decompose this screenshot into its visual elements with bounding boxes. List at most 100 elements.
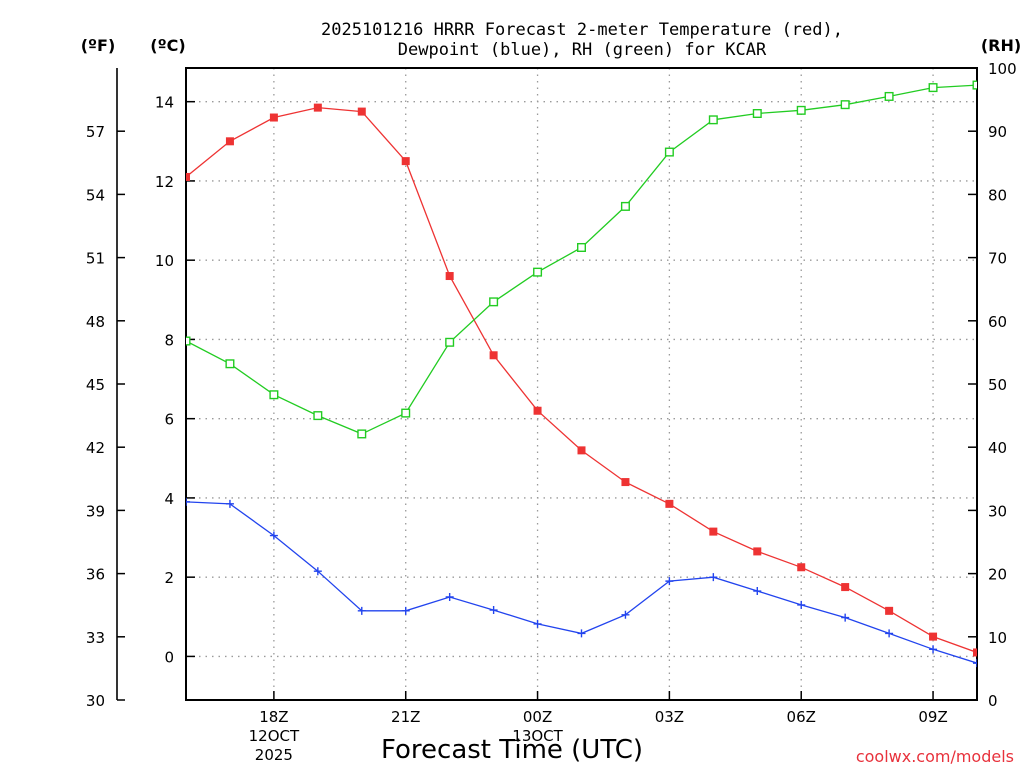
temperature-point — [885, 606, 894, 615]
x-tick-date-label: 13OCT — [512, 727, 563, 745]
credit-text: coolwx.com/models — [856, 747, 1014, 766]
rh-point — [577, 242, 587, 252]
temperature-point — [973, 648, 977, 657]
dewpoint-point — [929, 645, 938, 654]
series — [186, 80, 977, 668]
rh-point — [225, 359, 235, 369]
dewpoint-point — [709, 573, 718, 582]
temperature-point — [753, 547, 762, 556]
rh-point — [313, 411, 323, 421]
rh-tick-label: 80 — [988, 186, 1007, 204]
celsius-tick-label: 2 — [164, 569, 174, 587]
series-temperature — [186, 103, 977, 657]
dewpoint-point — [225, 499, 234, 508]
rh-tick-label: 70 — [988, 250, 1007, 268]
rh-tick-label: 90 — [988, 123, 1007, 141]
temperature-point — [186, 172, 190, 181]
temperature-point — [929, 632, 938, 641]
dewpoint-point — [973, 659, 977, 668]
x-tick-label: 06Z — [787, 708, 816, 726]
fahrenheit-tick-label: 33 — [86, 629, 105, 647]
celsius-tick-label: 12 — [155, 173, 174, 191]
rh-point — [620, 201, 630, 211]
dewpoint-point — [753, 587, 762, 596]
dewpoint-point — [885, 629, 894, 638]
rh-tick-label: 30 — [988, 502, 1007, 520]
rh-tick-label: 60 — [988, 313, 1007, 331]
dewpoint-point — [489, 606, 498, 615]
rh-tick-label: 40 — [988, 439, 1007, 457]
dewpoint-point — [269, 531, 278, 540]
x-tick-label: 18Z — [259, 708, 288, 726]
rh-point — [357, 429, 367, 439]
temperature-point — [533, 406, 542, 415]
grid-lines — [186, 68, 977, 700]
fahrenheit-tick-label: 57 — [86, 123, 105, 141]
rh-tick-label: 10 — [988, 629, 1007, 647]
dewpoint-line — [186, 501, 977, 664]
fahrenheit-tick-label: 39 — [86, 502, 105, 520]
temperature-point — [489, 351, 498, 360]
x-tick-label: 09Z — [918, 708, 947, 726]
rh-unit-label: (RH) — [981, 36, 1021, 55]
temperature-point — [797, 563, 806, 572]
fahrenheit-tick-label: 54 — [86, 186, 105, 204]
fahrenheit-unit-label: (ºF) — [81, 36, 116, 55]
rh-tick-label: 0 — [988, 692, 998, 710]
rh-point — [489, 297, 499, 307]
dewpoint-point — [577, 629, 586, 638]
dewpoint-point — [313, 567, 322, 576]
fahrenheit-tick-label: 42 — [86, 439, 105, 457]
x-tick-label: 00Z — [523, 708, 552, 726]
temperature-point — [445, 272, 454, 281]
dewpoint-point — [401, 606, 410, 615]
fahrenheit-tick-label: 45 — [86, 376, 105, 394]
fahrenheit-tick-label: 30 — [86, 692, 105, 710]
celsius-tick-label: 0 — [164, 648, 174, 666]
rh-point — [186, 336, 191, 346]
axes — [116, 67, 978, 701]
dewpoint-point — [357, 606, 366, 615]
celsius-unit-label: (ºC) — [150, 36, 185, 55]
rh-point — [752, 109, 762, 119]
rh-point — [269, 390, 279, 400]
tick-labels: 0 2 4 6 8 10 12 14 30 33 36 39 42 45 48 51 54 57 0 10 20 30 40… — [86, 60, 1017, 764]
rh-point — [972, 80, 977, 90]
temperature-point — [665, 499, 674, 508]
rh-point — [840, 100, 850, 110]
rh-tick-label: 100 — [988, 60, 1017, 78]
temperature-point — [621, 478, 630, 487]
plot-frame — [185, 67, 978, 701]
dewpoint-point — [533, 619, 542, 628]
celsius-tick-label: 6 — [164, 411, 174, 429]
celsius-tick-label: 10 — [155, 252, 174, 270]
dewpoint-point — [797, 600, 806, 609]
celsius-tick-label: 14 — [155, 94, 174, 112]
temperature-point — [269, 113, 278, 122]
rh-point — [884, 91, 894, 101]
x-axis-label: Forecast Time (UTC) — [381, 735, 643, 765]
x-tick-label: 21Z — [391, 708, 420, 726]
chart-title-line1: 2025101216 HRRR Forecast 2-meter Tempera… — [321, 20, 843, 40]
dewpoint-point — [665, 577, 674, 586]
rh-tick-label: 20 — [988, 566, 1007, 584]
temperature-point — [401, 157, 410, 166]
rh-point — [533, 267, 543, 277]
rh-point — [928, 83, 938, 93]
chart-title-line2: Dewpoint (blue), RH (green) for KCAR — [398, 40, 767, 60]
rh-tick-label: 50 — [988, 376, 1007, 394]
rh-point — [664, 147, 674, 157]
temperature-point — [313, 103, 322, 112]
temperature-point — [577, 446, 586, 455]
rh-line — [186, 84, 977, 435]
x-tick-label: 03Z — [655, 708, 684, 726]
temperature-point — [841, 583, 850, 592]
celsius-tick-label: 8 — [164, 331, 174, 349]
fahrenheit-tick-label: 48 — [86, 313, 105, 331]
fahrenheit-tick-label: 36 — [86, 566, 105, 584]
series-rh — [186, 80, 977, 439]
dewpoint-point — [445, 592, 454, 601]
rh-point — [708, 115, 718, 125]
x-tick-year-label: 2025 — [255, 746, 293, 764]
